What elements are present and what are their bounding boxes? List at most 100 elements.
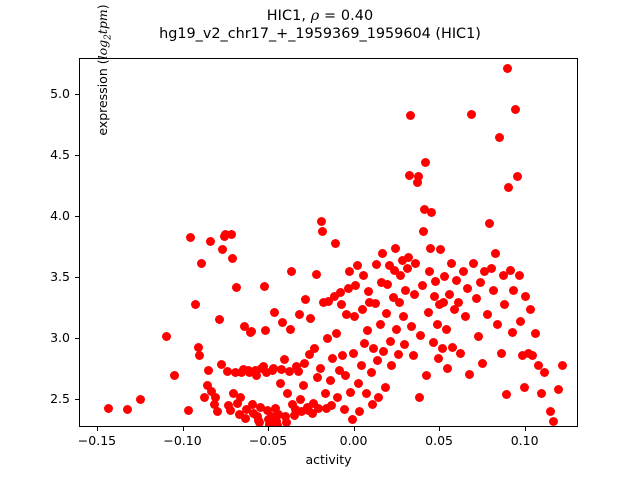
scatter-point [301,295,311,305]
scatter-point [377,278,387,288]
scatter-point [265,419,275,426]
scatter-point [314,403,324,413]
scatter-point [193,342,203,352]
scatter-point [317,227,327,237]
scatter-point [330,239,340,249]
scatter-point [549,417,559,426]
scatter-point [247,327,257,337]
scatter-point [484,218,494,228]
y-axis-label-close: ) [95,4,110,10]
scatter-point [415,392,425,402]
scatter-point [373,356,383,366]
scatter-point [342,309,352,319]
scatter-point [403,252,413,262]
scatter-point [379,346,389,356]
scatter-point [356,361,366,371]
y-tick-mark [75,155,79,157]
scatter-point [465,369,475,379]
scatter-point [352,261,362,271]
scatter-point [209,400,219,410]
scatter-point [507,328,517,338]
scatter-point [325,375,335,385]
scatter-point [397,256,407,266]
scatter-point [339,404,349,414]
scatter-point [445,290,454,300]
scatter-point [407,322,417,332]
scatter-point [229,389,239,399]
scatter-point [534,361,544,371]
scatter-point [441,324,451,334]
scatter-point [362,325,372,335]
scatter-point [278,318,288,328]
scatter-point [471,294,481,304]
plot-axes-frame [79,58,578,427]
scatter-point [287,267,297,277]
scatter-point [396,270,406,280]
y-tick-mark [75,216,79,218]
scatter-point [357,305,367,315]
scatter-point [200,392,210,402]
scatter-point [296,395,306,405]
scatter-point [197,258,207,268]
y-tick-label: 3.5 [50,268,70,284]
x-tick-mark [268,427,270,431]
scatter-point [450,305,460,315]
scatter-point [516,317,526,327]
x-tick-label: 0.00 [339,433,368,448]
x-tick-label: 0.05 [425,433,453,448]
scatter-point [300,358,310,368]
scatter-point [248,400,258,410]
scatter-point [512,172,522,182]
scatter-point [218,245,228,255]
scatter-point [258,362,268,372]
scatter-point [428,337,438,347]
scatter-point [315,363,325,373]
scatter-point [195,351,205,361]
scatter-point [491,249,501,259]
scatter-point [394,297,404,307]
scatter-points-layer [80,59,577,426]
scatter-point [531,329,541,339]
scatter-point [288,400,298,410]
scatter-point [366,368,376,378]
scatter-point [496,348,506,358]
scatter-point [337,300,347,310]
scatter-point [426,244,436,254]
scatter-point [413,172,423,182]
y-tick-mark [75,398,79,400]
scatter-point [433,353,443,363]
scatter-point [424,267,434,277]
scatter-point [273,420,283,426]
y-tick-mark [75,337,79,339]
scatter-point [250,366,260,375]
scatter-point [488,285,498,295]
scatter-point [405,171,415,181]
scatter-point [242,404,252,414]
scatter-point [456,348,466,358]
scatter-point [346,387,356,397]
scatter-point [103,403,113,413]
scatter-point [473,331,483,341]
scatter-point [202,380,212,390]
scatter-point [452,275,462,285]
y-tick-label: 2.5 [50,390,70,406]
scatter-point [239,322,249,332]
scatter-point [319,297,329,307]
scatter-point [358,270,368,280]
scatter-point [333,392,343,402]
scatter-point [384,261,394,271]
chart-title-rho-value: 0.40 [340,8,374,24]
scatter-point [385,336,395,346]
scatter-point [135,395,145,405]
scatter-point [391,244,401,254]
scatter-point [321,403,331,413]
scatter-point [469,258,479,268]
scatter-point [289,411,299,421]
scatter-point [523,348,533,358]
x-tick-mark [524,427,526,431]
scatter-point [557,361,567,371]
scatter-point [183,406,193,416]
scatter-point [310,344,320,354]
y-axis-label-text: expression ( [95,59,110,136]
